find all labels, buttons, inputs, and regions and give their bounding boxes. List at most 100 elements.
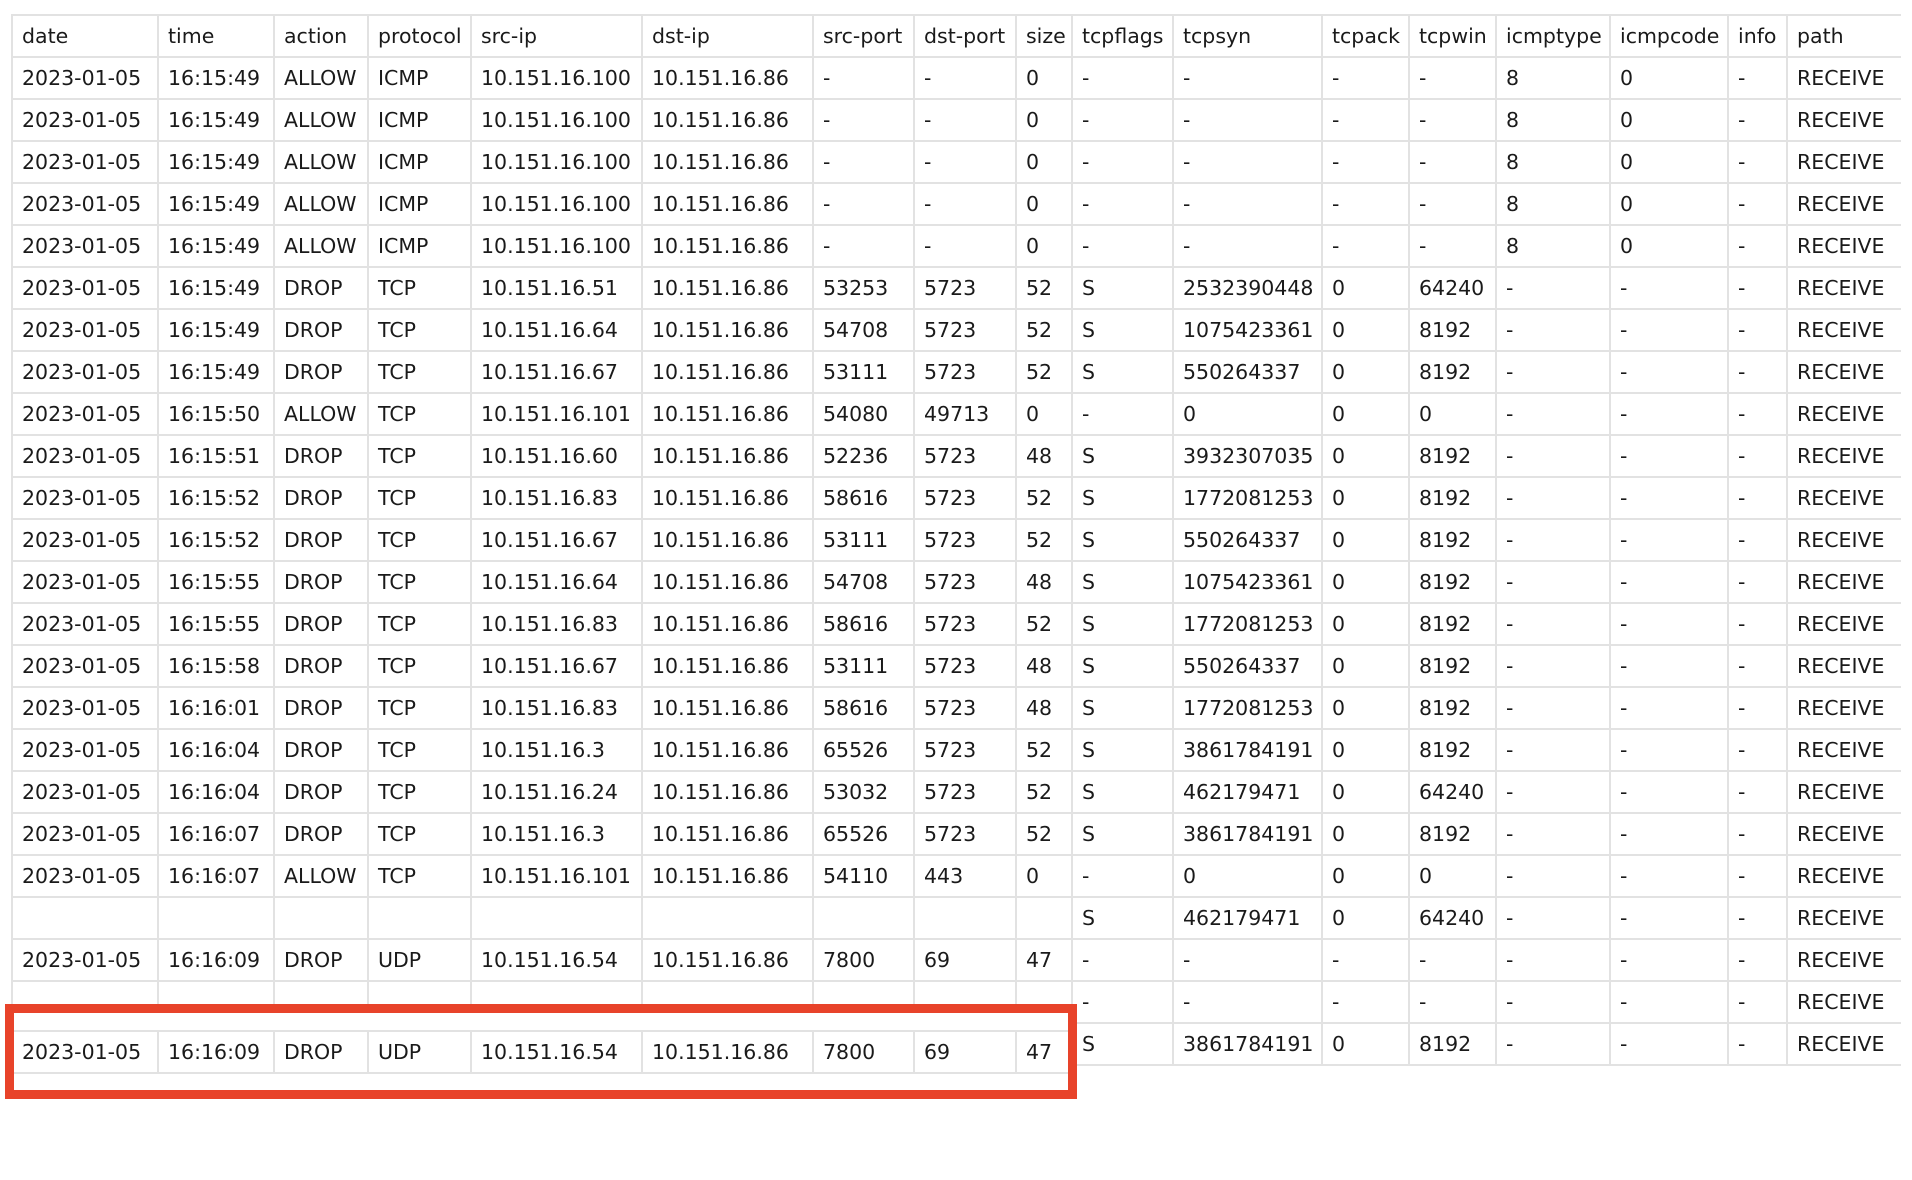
cell-info: - xyxy=(1727,560,1788,604)
cell-dst-ip: 10.151.16.86 xyxy=(641,602,814,646)
cell-dst-ip: 10.151.16.86 xyxy=(641,770,814,814)
cell-icmpcode: - xyxy=(1609,854,1729,898)
cell-action: DROP xyxy=(273,476,369,520)
cell-dst-ip: 10.151.16.86 xyxy=(641,560,814,604)
cell-info: - xyxy=(1727,224,1788,268)
cell-action: ALLOW xyxy=(273,392,369,436)
cell-icmpcode: - xyxy=(1609,812,1729,856)
cell-size: 52 xyxy=(1015,602,1073,646)
table-row: 2023-01-05 16:15:49 ALLOW ICMP 10.151.16.100… xyxy=(11,224,1901,268)
highlighted-cell-dst-ip: 10.151.16.86 xyxy=(641,1030,814,1074)
cell-src-ip: 10.151.16.60 xyxy=(470,434,643,478)
cell-size: 48 xyxy=(1015,560,1073,604)
cell-icmptype: - xyxy=(1495,392,1611,436)
cell-info: - xyxy=(1727,728,1788,772)
cell-protocol: TCP xyxy=(367,686,472,730)
cell-date: 2023-01-05 xyxy=(11,728,159,772)
cell-tcpflags: S xyxy=(1071,266,1174,310)
cell-action: ALLOW xyxy=(273,56,369,100)
table-row: 2023-01-05 16:16:07 DROP TCP 10.151.16.3 10.1… xyxy=(11,812,1901,856)
cell-tcpwin: 8192 xyxy=(1408,308,1497,352)
cell-icmpcode: - xyxy=(1609,434,1729,478)
cell-src-ip: 10.151.16.100 xyxy=(470,98,643,142)
cell-icmpcode: - xyxy=(1609,350,1729,394)
cell-size: 52 xyxy=(1015,518,1073,562)
cell-dst-port: 5723 xyxy=(913,308,1017,352)
cell-tcpack: 0 xyxy=(1321,770,1410,814)
cell-path: RECEIVE xyxy=(1786,56,1901,100)
cell-tcpwin: - xyxy=(1408,56,1497,100)
cell-dst-ip xyxy=(641,896,814,940)
cell-info: - xyxy=(1727,182,1788,226)
cell-dst-port: 5723 xyxy=(913,602,1017,646)
cell-tcpsyn: 3861784191 xyxy=(1172,812,1323,856)
cell-tcpack: - xyxy=(1321,140,1410,184)
cell-src-ip xyxy=(470,896,643,940)
cell-action: ALLOW xyxy=(273,140,369,184)
cell-protocol: TCP xyxy=(367,602,472,646)
cell-date: 2023-01-05 xyxy=(11,224,159,268)
cell-src-ip: 10.151.16.100 xyxy=(470,140,643,184)
cell-tcpflags: S xyxy=(1071,686,1174,730)
highlighted-cell-dst-port: 69 xyxy=(913,1030,1017,1074)
cell-dst-port: 5723 xyxy=(913,476,1017,520)
cell-size: 0 xyxy=(1015,224,1073,268)
cell-icmptype: - xyxy=(1495,854,1611,898)
cell-tcpwin: 64240 xyxy=(1408,770,1497,814)
cell-src-port: 53111 xyxy=(812,350,915,394)
cell-tcpack: - xyxy=(1321,56,1410,100)
cell-src-port: 54708 xyxy=(812,308,915,352)
cell-tcpack: 0 xyxy=(1321,350,1410,394)
cell-size: 0 xyxy=(1015,56,1073,100)
cell-tcpwin: 8192 xyxy=(1408,560,1497,604)
cell-icmptype: - xyxy=(1495,728,1611,772)
cell-icmpcode: - xyxy=(1609,896,1729,940)
cell-path: RECEIVE xyxy=(1786,266,1901,310)
cell-icmpcode: - xyxy=(1609,518,1729,562)
cell-time: 16:15:55 xyxy=(157,602,275,646)
cell-path: RECEIVE xyxy=(1786,602,1901,646)
cell-action: DROP xyxy=(273,518,369,562)
cell-time: 16:15:49 xyxy=(157,266,275,310)
cell-path: RECEIVE xyxy=(1786,770,1901,814)
cell-date: 2023-01-05 xyxy=(11,602,159,646)
cell-tcpwin: 8192 xyxy=(1408,1022,1497,1066)
cell-icmpcode: - xyxy=(1609,938,1729,982)
cell-tcpflags: S xyxy=(1071,728,1174,772)
cell-tcpsyn: 0 xyxy=(1172,854,1323,898)
highlighted-cell-protocol: UDP xyxy=(367,1030,472,1074)
cell-info: - xyxy=(1727,770,1788,814)
cell-dst-port: - xyxy=(913,224,1017,268)
cell-icmptype: - xyxy=(1495,518,1611,562)
highlighted-cell-action: DROP xyxy=(273,1030,369,1074)
column-header-dst-port: dst-port xyxy=(913,14,1017,58)
cell-size xyxy=(1015,896,1073,940)
cell-dst-ip: 10.151.16.86 xyxy=(641,308,814,352)
column-header-tcpsyn: tcpsyn xyxy=(1172,14,1323,58)
cell-icmptype: - xyxy=(1495,770,1611,814)
cell-tcpack: 0 xyxy=(1321,602,1410,646)
cell-date: 2023-01-05 xyxy=(11,476,159,520)
cell-date: 2023-01-05 xyxy=(11,812,159,856)
cell-date: 2023-01-05 xyxy=(11,392,159,436)
cell-src-ip: 10.151.16.100 xyxy=(470,56,643,100)
cell-dst-port: - xyxy=(913,140,1017,184)
cell-path: RECEIVE xyxy=(1786,896,1901,940)
cell-tcpflags: S xyxy=(1071,518,1174,562)
cell-tcpflags: S xyxy=(1071,644,1174,688)
cell-tcpack: 0 xyxy=(1321,686,1410,730)
highlighted-cell-src-port: 7800 xyxy=(812,1030,915,1074)
highlighted-cell-date: 2023-01-05 xyxy=(11,1030,159,1074)
cell-icmptype: - xyxy=(1495,812,1611,856)
cell-tcpsyn: 3861784191 xyxy=(1172,1022,1323,1066)
cell-icmptype: - xyxy=(1495,350,1611,394)
cell-dst-ip: 10.151.16.86 xyxy=(641,98,814,142)
cell-src-ip: 10.151.16.100 xyxy=(470,224,643,268)
cell-dst-port: 5723 xyxy=(913,728,1017,772)
cell-tcpsyn: 550264337 xyxy=(1172,518,1323,562)
cell-tcpflags: S xyxy=(1071,812,1174,856)
cell-icmpcode: 0 xyxy=(1609,140,1729,184)
cell-tcpwin: - xyxy=(1408,938,1497,982)
cell-tcpsyn: - xyxy=(1172,938,1323,982)
cell-tcpsyn: 462179471 xyxy=(1172,770,1323,814)
